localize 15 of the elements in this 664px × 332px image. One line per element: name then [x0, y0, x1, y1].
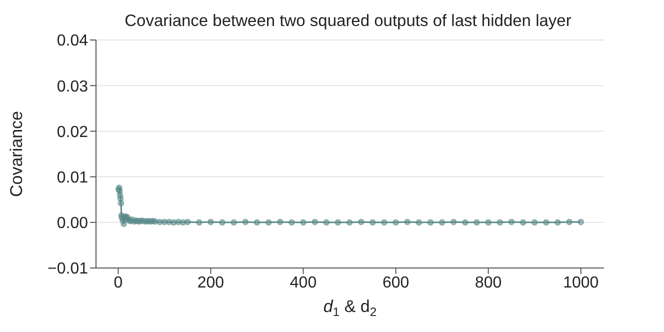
x-tick-label: 600 — [382, 274, 410, 292]
x-tick-label: 200 — [197, 274, 224, 292]
y-tick-label: 0.01 — [56, 169, 88, 186]
x-axis-title: d$_{1}$ & d$_{2}$ — [323, 297, 377, 319]
x-tick-label: 400 — [290, 274, 317, 292]
x-tick-label: 0 — [114, 274, 123, 292]
x-tick-label: 800 — [474, 274, 502, 292]
y-axis-title: Covariance — [7, 111, 26, 197]
chart-title: Covariance between two squared outputs of last hidden layer — [124, 12, 572, 30]
y-tick-label: 0.04 — [56, 32, 88, 50]
x-tick-label: 1000 — [563, 274, 599, 292]
y-tick-label: −0.01 — [48, 260, 88, 278]
y-tick-label: 0.03 — [56, 78, 88, 96]
y-tick-label: 0.02 — [56, 124, 88, 141]
y-tick-label: 0.00 — [56, 215, 88, 232]
